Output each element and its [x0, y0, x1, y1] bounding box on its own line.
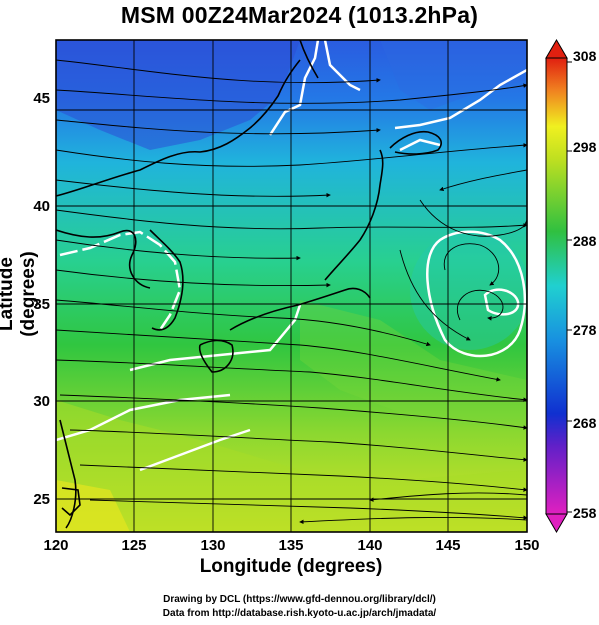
lat-lon-grid	[56, 40, 527, 532]
y-tick-40: 40	[33, 198, 50, 215]
x-tick-150: 150	[514, 537, 539, 554]
y-tick-25: 25	[33, 491, 50, 508]
plot-frame	[55, 39, 528, 533]
colorbar-tick-268: 268	[573, 415, 597, 431]
isotherm-contours	[56, 40, 527, 472]
wind-streamlines	[56, 59, 527, 525]
x-tick-labels: 120 125 130 135 140 145 150	[43, 537, 539, 554]
credit-data-source: Data from http://database.rish.kyoto-u.a…	[162, 608, 437, 619]
colorbar-bottom-triangle	[545, 513, 568, 533]
x-tick-145: 145	[435, 537, 460, 554]
x-tick-135: 135	[278, 537, 303, 554]
y-tick-35: 35	[33, 296, 50, 313]
colorbar-bar	[545, 57, 568, 515]
credit-drawing: Drawing by DCL (https://www.gfd-dennou.o…	[163, 594, 436, 605]
y-axis-label: Latitude (degrees)	[0, 251, 39, 337]
map-title: MSM 00Z24Mar2024 (1013.2hPa)	[120, 2, 479, 28]
y-tick-45: 45	[33, 90, 50, 107]
x-axis-label: Longitude (degrees)	[199, 556, 383, 577]
colorbar-tick-278: 278	[573, 322, 597, 338]
y-tick-30: 30	[33, 393, 50, 410]
y-tick-labels: 25 30 35 40 45	[33, 90, 50, 508]
colorbar-tick-308: 308	[573, 48, 597, 64]
colorbar: 308 298 288 278 268 258	[545, 39, 597, 533]
colorbar-tick-298: 298	[573, 139, 597, 155]
colorbar-top-triangle	[545, 39, 568, 59]
x-tick-125: 125	[121, 537, 146, 554]
x-tick-140: 140	[357, 537, 382, 554]
x-tick-130: 130	[200, 537, 225, 554]
colorbar-tick-288: 288	[573, 233, 597, 249]
colorbar-tick-258: 258	[573, 505, 597, 521]
x-tick-120: 120	[43, 537, 68, 554]
